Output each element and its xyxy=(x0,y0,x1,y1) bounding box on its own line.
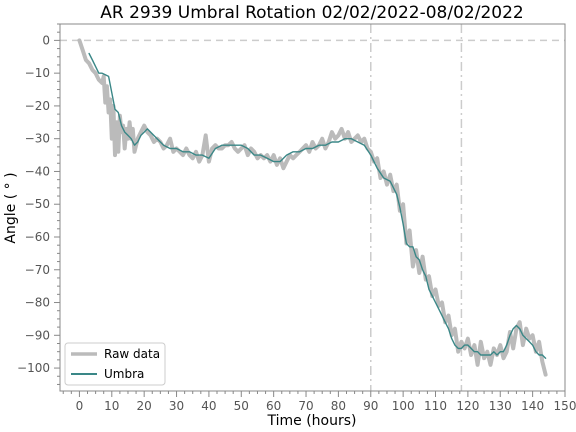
y-axis-title: Angle ( ° ) xyxy=(3,172,19,243)
x-tick-label: 90 xyxy=(363,399,378,413)
series-layer xyxy=(77,38,548,377)
y-tick-label: −70 xyxy=(25,263,50,277)
x-tick-label: 10 xyxy=(104,399,119,413)
x-tick-label: 110 xyxy=(424,399,447,413)
x-tick-label: 80 xyxy=(331,399,346,413)
y-tick-label: −20 xyxy=(25,99,50,113)
x-tick-label: 30 xyxy=(169,399,184,413)
x-axis-title: Time (hours) xyxy=(267,413,357,429)
x-tick-label: 150 xyxy=(554,399,576,413)
reference-lines xyxy=(60,24,565,391)
y-tick-label: −80 xyxy=(25,296,50,310)
y-tick-label: 0 xyxy=(42,33,50,47)
x-axis: 0 10 20 30 40 50 60 70 80 90 100 110 120 130 140 150 xyxy=(62,391,576,413)
plot-frame xyxy=(59,23,566,392)
x-tick-label: 100 xyxy=(392,399,415,413)
x-tick-label: 70 xyxy=(298,399,313,413)
legend-label-umbra: Umbra xyxy=(104,367,144,381)
chart-title: AR 2939 Umbral Rotation 02/02/2022-08/02… xyxy=(100,3,523,23)
x-tick-label: 130 xyxy=(489,399,512,413)
legend-label-raw-data: Raw data xyxy=(104,347,160,361)
y-tick-label: −40 xyxy=(25,164,50,178)
x-tick-label: 60 xyxy=(266,399,281,413)
x-tick-label: 0 xyxy=(76,399,84,413)
y-tick-label: −100 xyxy=(17,361,50,375)
legend: Raw data Umbra xyxy=(64,342,166,386)
x-tick-label: 120 xyxy=(456,399,479,413)
x-tick-label: 20 xyxy=(137,399,152,413)
y-tick-label: −90 xyxy=(25,328,50,342)
x-tick-label: 40 xyxy=(201,399,216,413)
series-line-umbra xyxy=(88,52,547,359)
series-line-raw-data xyxy=(77,38,548,377)
y-axis: 0 −10 −20 −30 −40 −50 −60 −70 −80 −90 −100 xyxy=(17,23,60,385)
y-tick-label: −30 xyxy=(25,132,50,146)
y-tick-label: −60 xyxy=(25,230,50,244)
y-tick-label: −50 xyxy=(25,197,50,211)
x-tick-label: 50 xyxy=(234,399,249,413)
x-tick-label: 140 xyxy=(521,399,544,413)
y-tick-label: −10 xyxy=(25,66,50,80)
